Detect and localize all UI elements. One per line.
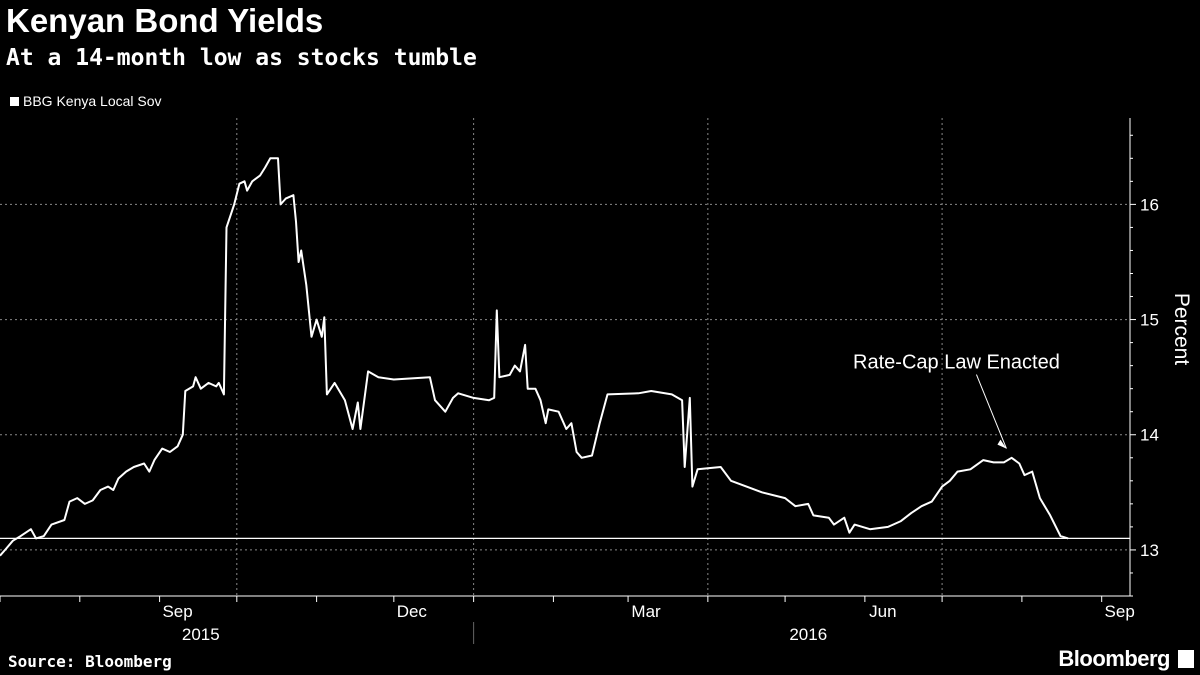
legend-swatch: [10, 96, 19, 106]
year-label: 2015: [182, 625, 220, 644]
chart-subtitle: At a 14-month low as stocks tumble: [6, 45, 477, 71]
chart-title: Kenyan Bond Yields: [6, 2, 324, 39]
x-tick-label: Sep: [1105, 602, 1135, 621]
legend-label: BBG Kenya Local Sov: [23, 93, 162, 109]
legend: BBG Kenya Local Sov: [10, 93, 162, 109]
year-label: 2016: [789, 625, 827, 644]
x-tick-label: Jun: [869, 602, 896, 621]
y-tick-label: 16: [1140, 195, 1159, 214]
annotation-label: Rate-Cap Law Enacted: [853, 352, 1060, 374]
x-tick-label: Sep: [162, 602, 192, 621]
y-tick-label: 14: [1140, 426, 1159, 445]
y-tick-label: 15: [1140, 311, 1159, 330]
y-axis-title: Percent: [1170, 293, 1193, 366]
annotation-arrowhead: [997, 439, 1007, 449]
annotation-arrow: [975, 374, 1007, 449]
source-note: Source: Bloomberg: [8, 652, 172, 671]
y-tick-label: 13: [1140, 541, 1159, 560]
x-tick-label: Dec: [397, 602, 428, 621]
series-line: [0, 157, 1069, 557]
x-tick-label: Mar: [631, 602, 661, 621]
bloomberg-logo: Bloomberg: [1058, 646, 1170, 671]
bloomberg-logo-icon: [1178, 650, 1194, 668]
